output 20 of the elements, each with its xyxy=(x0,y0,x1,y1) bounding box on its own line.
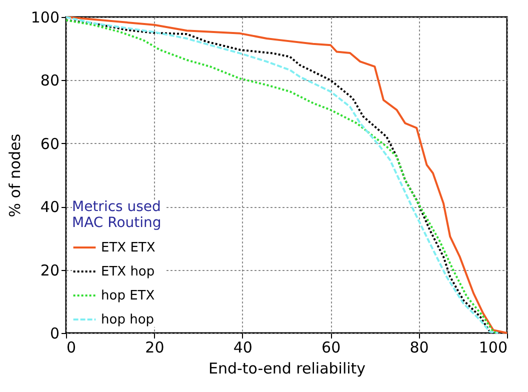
y-tick-label: 40 xyxy=(40,198,60,216)
legend-label: ETX ETX xyxy=(101,240,156,256)
y-tick-label: 60 xyxy=(40,134,60,153)
x-axis-title: End-to-end reliability xyxy=(208,360,366,378)
y-tick-label: 20 xyxy=(40,261,60,280)
x-tick-label: 20 xyxy=(145,338,164,356)
legend-label: ETX hop xyxy=(101,264,155,280)
legend-title: Metrics used xyxy=(72,199,161,215)
x-tick-label: 60 xyxy=(322,338,341,356)
annotation: MAC Routing xyxy=(72,215,162,231)
legend-label: hop ETX xyxy=(101,288,155,304)
x-tick-label: 40 xyxy=(233,338,252,356)
y-tick-label: 100 xyxy=(30,8,60,26)
y-axis-title: % of nodes xyxy=(6,134,24,218)
x-tick-label: 0 xyxy=(66,338,76,356)
x-tick-label: 100 xyxy=(478,338,508,356)
x-tick-label: 80 xyxy=(410,338,429,356)
y-tick-label: 0 xyxy=(50,324,60,342)
legend-label: hop hop xyxy=(101,312,154,328)
y-tick-label: 80 xyxy=(40,72,60,90)
